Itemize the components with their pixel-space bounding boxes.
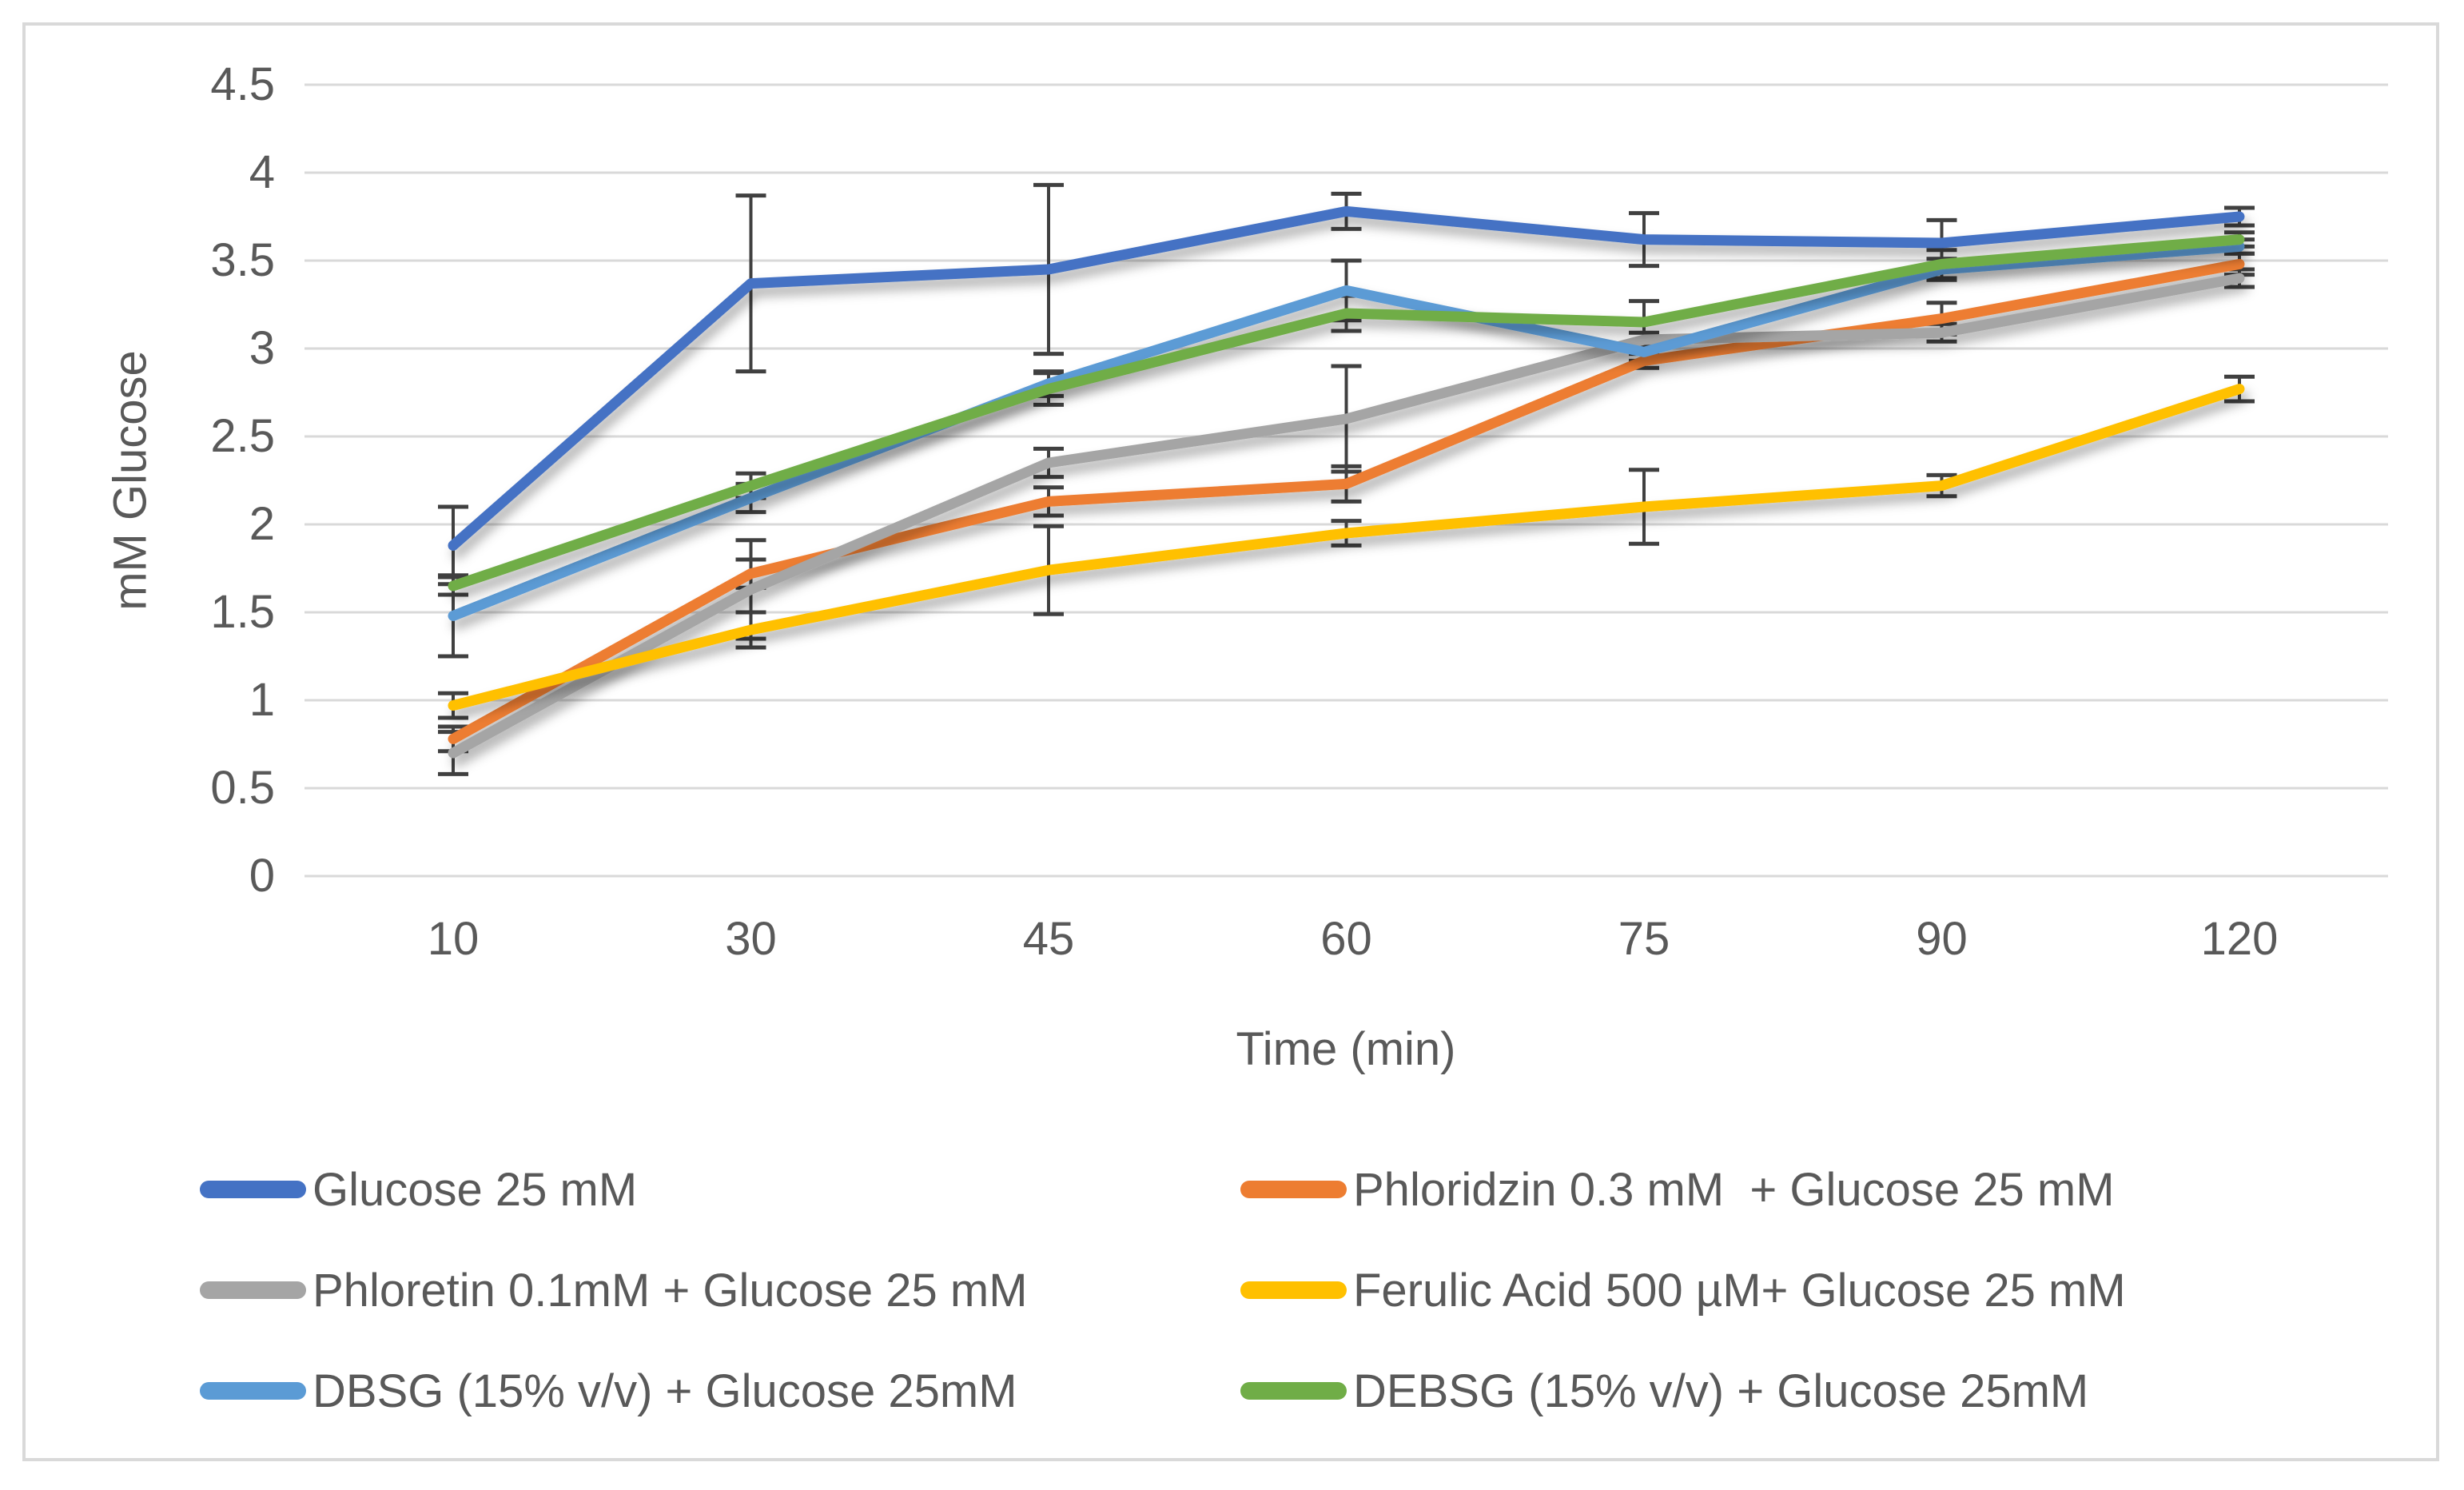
- x-tick-label: 90: [1916, 913, 1968, 965]
- legend-swatch-icon: [200, 1181, 306, 1198]
- legend-swatch-icon: [1240, 1281, 1347, 1299]
- legend-item: Glucose 25 mM: [200, 1157, 637, 1221]
- legend-label: Phloridzin 0.3 mM + Glucose 25 mM: [1353, 1163, 2115, 1216]
- y-tick-label: 1.5: [210, 586, 275, 638]
- gridlines: [305, 83, 2388, 878]
- legend-item: Ferulic Acid 500 µM+ Glucose 25 mM: [1240, 1258, 2126, 1322]
- series-line-5: [448, 234, 2245, 592]
- y-tick-label: 0.5: [210, 762, 275, 814]
- y-axis-title: mM Glucose: [104, 350, 157, 611]
- series-line-0: [448, 205, 2245, 551]
- legend-label: Phloretin 0.1mM + Glucose 25 mM: [312, 1264, 1028, 1317]
- legend-label: Ferulic Acid 500 µM+ Glucose 25 mM: [1353, 1264, 2126, 1317]
- x-tick-label: 10: [427, 913, 480, 965]
- legend-item: DBSG (15% v/v) + Glucose 25mM: [200, 1359, 1017, 1423]
- y-tick-label: 4: [249, 146, 275, 198]
- y-tick-label: 2.5: [210, 410, 275, 462]
- series-line-1: [448, 258, 2245, 744]
- legend-label: Glucose 25 mM: [312, 1163, 638, 1216]
- legend-item: DEBSG (15% v/v) + Glucose 25mM: [1240, 1359, 2088, 1423]
- legend-swatch-icon: [1240, 1181, 1347, 1198]
- x-tick-label: 120: [2200, 913, 2279, 965]
- y-tick-label: 1: [249, 674, 275, 726]
- x-tick-label: 75: [1618, 913, 1670, 965]
- series-line-3: [448, 384, 2245, 711]
- legend-label: DEBSG (15% v/v) + Glucose 25mM: [1353, 1365, 2089, 1417]
- y-tick-label: 3: [249, 322, 275, 374]
- x-axis-title: Time (min): [1236, 1023, 1456, 1075]
- y-tick-label: 4.5: [210, 58, 275, 110]
- y-tick-label: 2: [249, 498, 275, 550]
- legend-swatch-icon: [200, 1382, 306, 1400]
- y-tick-label: 3.5: [210, 234, 275, 286]
- x-tick-label: 45: [1022, 913, 1075, 965]
- x-tick-label: 30: [725, 913, 777, 965]
- legend-item: Phloretin 0.1mM + Glucose 25 mM: [200, 1258, 1028, 1322]
- legend-swatch-icon: [200, 1281, 306, 1299]
- x-tick-label: 60: [1320, 913, 1372, 965]
- legend-swatch-icon: [1240, 1382, 1347, 1400]
- legend-label: DBSG (15% v/v) + Glucose 25mM: [312, 1365, 1017, 1417]
- legend-item: Phloridzin 0.3 mM + Glucose 25 mM: [1240, 1157, 2115, 1221]
- series-lines: [448, 205, 2245, 759]
- y-tick-label: 0: [249, 850, 275, 902]
- series-line-2: [448, 273, 2245, 759]
